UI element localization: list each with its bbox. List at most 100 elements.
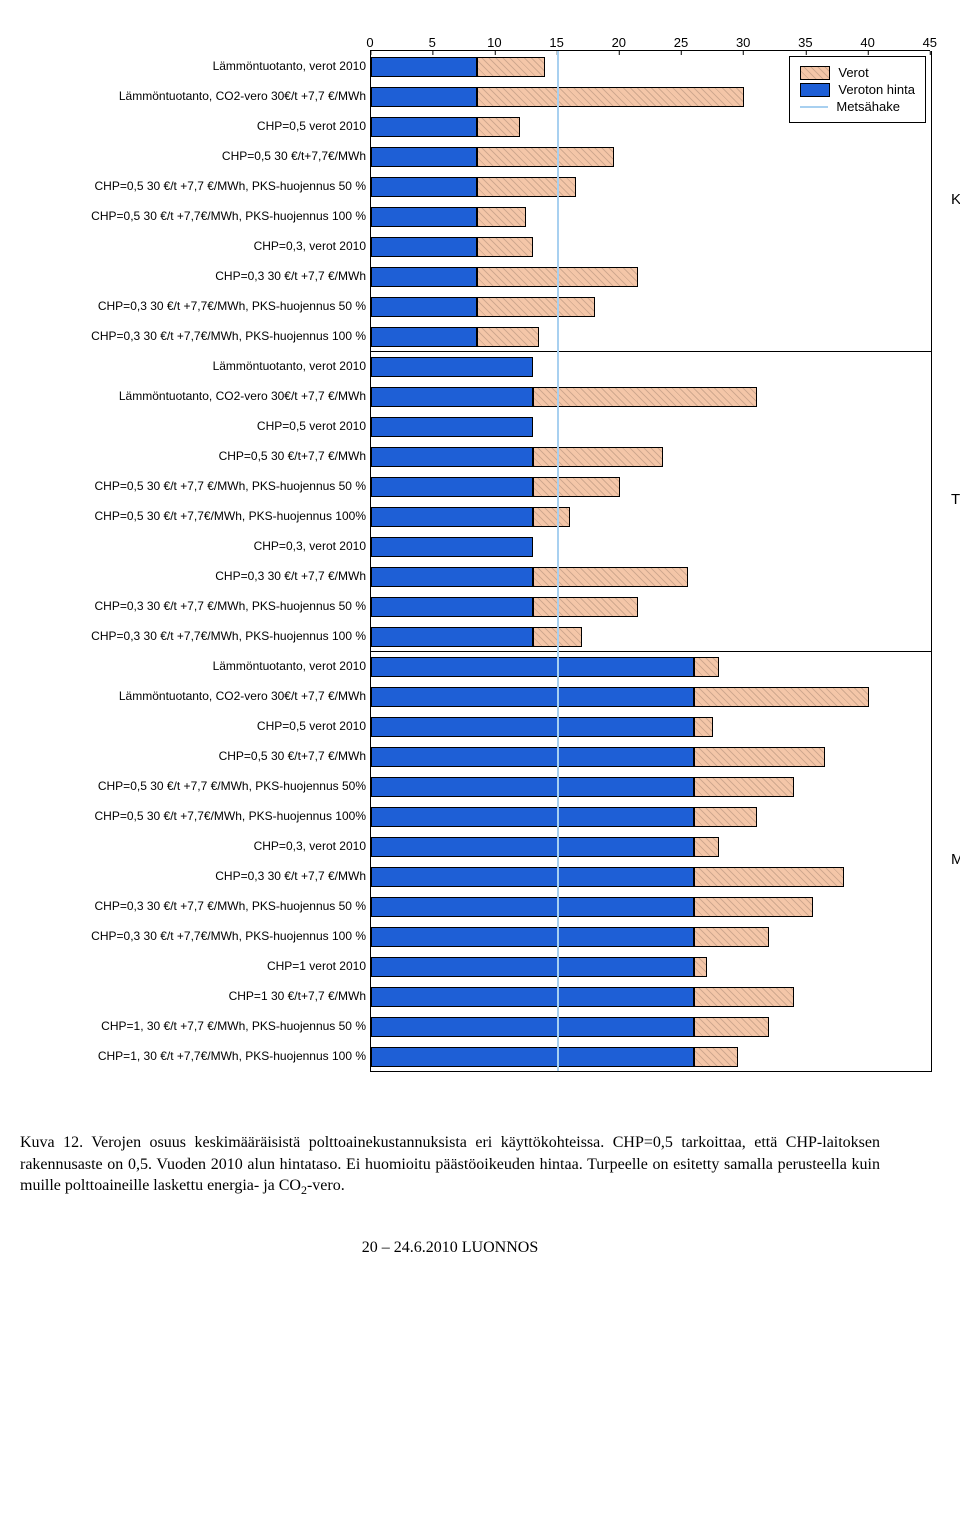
bar-segment-verot xyxy=(694,987,794,1007)
bar-row: CHP=0,3 30 €/t +7,7€/MWh, PKS-huojennus … xyxy=(371,291,931,321)
bar-label: CHP=0,3 30 €/t +7,7 €/MWh, PKS-huojennus… xyxy=(56,599,366,613)
bar-row: CHP=1 verot 2010 xyxy=(371,951,931,981)
group-label: Kivihiili xyxy=(951,191,960,208)
bar-segment-veroton xyxy=(371,687,694,707)
bar-segment-veroton xyxy=(371,627,533,647)
plot-area: Verot Veroton hinta Metsähake Lämmöntuot… xyxy=(370,51,932,1072)
bar-row: Lämmöntuotanto, verot 2010 xyxy=(371,351,931,381)
bar-label: CHP=0,5 verot 2010 xyxy=(56,719,366,733)
bar-stack xyxy=(371,657,719,677)
bar-stack xyxy=(371,177,576,197)
bar-row: CHP=0,3 30 €/t +7,7€/MWh, PKS-huojennus … xyxy=(371,921,931,951)
bar-stack xyxy=(371,327,539,347)
bar-row: CHP=0,5 verot 2010 xyxy=(371,411,931,441)
bar-segment-veroton xyxy=(371,327,477,347)
bar-stack xyxy=(371,417,533,437)
bar-stack xyxy=(371,387,757,407)
bar-stack xyxy=(371,897,813,917)
bar-row: CHP=0,3, verot 2010 xyxy=(371,831,931,861)
chart-container: 051015202530354045 Verot Veroton hinta M… xyxy=(60,20,940,1072)
bar-stack xyxy=(371,267,638,287)
bar-segment-veroton xyxy=(371,57,477,77)
bar-segment-verot xyxy=(533,597,639,617)
bar-segment-veroton xyxy=(371,987,694,1007)
bar-stack xyxy=(371,957,707,977)
bar-segment-verot xyxy=(694,837,719,857)
bar-row: Lämmöntuotanto, verot 2010 xyxy=(371,651,931,681)
bar-label: CHP=0,3 30 €/t +7,7€/MWh, PKS-huojennus … xyxy=(56,329,366,343)
bar-segment-veroton xyxy=(371,1017,694,1037)
bar-segment-verot xyxy=(694,777,794,797)
bar-row: CHP=0,5 30 €/t+7,7 €/MWh xyxy=(371,441,931,471)
bar-segment-verot xyxy=(477,87,744,107)
bar-stack xyxy=(371,687,869,707)
legend-line-ref xyxy=(800,106,828,108)
bar-segment-verot xyxy=(694,957,706,977)
bar-segment-veroton xyxy=(371,537,533,557)
bar-label: Lämmöntuotanto, CO2-vero 30€/t +7,7 €/MW… xyxy=(56,689,366,703)
bar-segment-verot xyxy=(694,747,825,767)
bar-label: CHP=0,5 30 €/t +7,7 €/MWh, PKS-huojennus… xyxy=(56,179,366,193)
bar-stack xyxy=(371,297,595,317)
bar-segment-veroton xyxy=(371,567,533,587)
bar-label: CHP=0,5 30 €/t+7,7 €/MWh xyxy=(56,749,366,763)
bar-segment-veroton xyxy=(371,1047,694,1067)
bar-label: CHP=0,5 30 €/t+7,7€/MWh xyxy=(56,149,366,163)
axis-tick: 10 xyxy=(487,35,501,50)
bar-row: CHP=0,3 30 €/t +7,7 €/MWh xyxy=(371,261,931,291)
legend-label-verot: Verot xyxy=(838,65,868,80)
bar-segment-veroton xyxy=(371,147,477,167)
bar-row: CHP=0,5 verot 2010 xyxy=(371,711,931,741)
axis-tick: 5 xyxy=(429,35,436,50)
bar-segment-verot xyxy=(533,387,757,407)
bar-row: CHP=0,3 30 €/t +7,7 €/MWh, PKS-huojennus… xyxy=(371,891,931,921)
bar-row: CHP=0,3 30 €/t +7,7 €/MWh xyxy=(371,561,931,591)
bar-stack xyxy=(371,117,520,137)
bar-segment-verot xyxy=(694,807,756,827)
bar-row: CHP=0,3, verot 2010 xyxy=(371,231,931,261)
axis-tick: 30 xyxy=(736,35,750,50)
bar-row: Lämmöntuotanto, CO2-vero 30€/t +7,7 €/MW… xyxy=(371,681,931,711)
bar-row: CHP=0,5 30 €/t+7,7€/MWh xyxy=(371,141,931,171)
bar-stack xyxy=(371,57,545,77)
bar-label: Lämmöntuotanto, CO2-vero 30€/t +7,7 €/MW… xyxy=(56,389,366,403)
bar-segment-verot xyxy=(477,147,614,167)
bar-stack xyxy=(371,777,794,797)
bar-row: CHP=0,3 30 €/t +7,7 €/MWh, PKS-huojennus… xyxy=(371,591,931,621)
bar-segment-veroton xyxy=(371,837,694,857)
bar-segment-veroton xyxy=(371,237,477,257)
bar-segment-veroton xyxy=(371,297,477,317)
bar-segment-verot xyxy=(477,297,595,317)
bar-label: CHP=0,5 30 €/t +7,7€/MWh, PKS-huojennus … xyxy=(56,209,366,223)
bar-segment-veroton xyxy=(371,267,477,287)
bar-segment-veroton xyxy=(371,897,694,917)
bar-label: Lämmöntuotanto, verot 2010 xyxy=(56,59,366,73)
bar-label: CHP=0,3 30 €/t +7,7 €/MWh xyxy=(56,269,366,283)
bar-segment-veroton xyxy=(371,177,477,197)
bar-segment-verot xyxy=(533,447,664,467)
bar-row: CHP=0,5 30 €/t +7,7€/MWh, PKS-huojennus … xyxy=(371,501,931,531)
bar-row: CHP=1, 30 €/t +7,7 €/MWh, PKS-huojennus … xyxy=(371,1011,931,1041)
caption-suffix: -vero. xyxy=(307,1177,345,1194)
group-divider xyxy=(371,351,931,352)
bar-label: CHP=0,3 30 €/t +7,7 €/MWh xyxy=(56,569,366,583)
bar-label: CHP=1, 30 €/t +7,7€/MWh, PKS-huojennus 1… xyxy=(56,1049,366,1063)
bar-segment-veroton xyxy=(371,87,477,107)
bar-segment-verot xyxy=(533,477,620,497)
bar-segment-verot xyxy=(694,1017,769,1037)
bar-label: CHP=0,5 30 €/t +7,7€/MWh, PKS-huojennus … xyxy=(56,809,366,823)
axis-tick: 15 xyxy=(549,35,563,50)
bar-segment-veroton xyxy=(371,807,694,827)
bar-segment-veroton xyxy=(371,207,477,227)
bar-label: CHP=0,3, verot 2010 xyxy=(56,239,366,253)
bar-label: CHP=0,3 30 €/t +7,7 €/MWh xyxy=(56,869,366,883)
bar-row: CHP=0,5 30 €/t +7,7 €/MWh, PKS-huojennus… xyxy=(371,471,931,501)
bar-stack xyxy=(371,987,794,1007)
bar-segment-veroton xyxy=(371,417,533,437)
legend-item-veroton: Veroton hinta xyxy=(800,82,915,97)
bar-stack xyxy=(371,447,663,467)
axis-tick: 35 xyxy=(798,35,812,50)
bar-stack xyxy=(371,357,533,377)
bar-stack xyxy=(371,867,844,887)
bar-label: CHP=0,3, verot 2010 xyxy=(56,539,366,553)
